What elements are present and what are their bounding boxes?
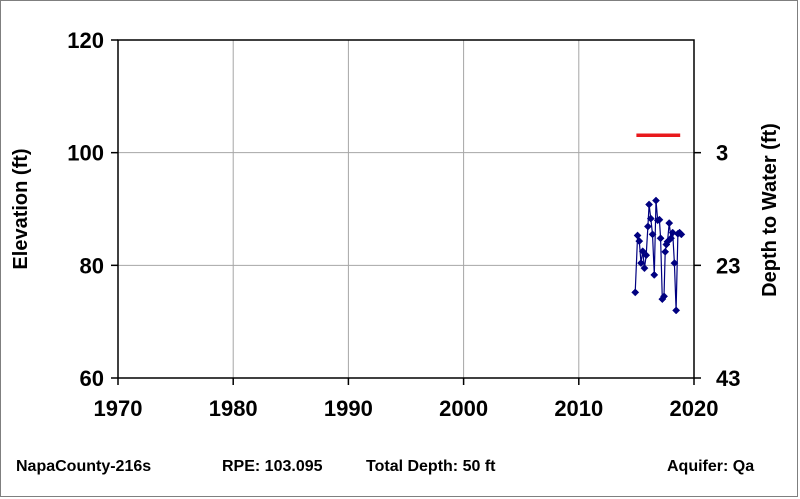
y-tick-label: 120 [67,28,104,53]
series-layer [631,133,686,315]
data-point [637,259,645,268]
tick-marks [111,39,701,385]
y-tick-label: 80 [80,253,104,278]
data-point [668,228,677,237]
y2-axis-label: Depth to Water (ft) [759,123,781,297]
grid-lines [117,39,695,379]
data-point [643,222,652,231]
footer-site-name: NapaCounty-216s [16,458,152,475]
data-point [660,292,669,301]
data-point [665,219,674,228]
data-point [672,306,681,315]
data-point [652,196,660,205]
footer-total-depth: Total Depth: 50 ft [366,458,496,475]
x-tick-label: 1980 [209,396,258,421]
x-tick-label: 1970 [94,396,143,421]
data-point [642,251,651,260]
y-tick-label: 60 [80,366,104,391]
y-axis-label: Elevation (ft) [10,148,32,269]
data-point [670,259,679,268]
x-tick-label: 2000 [439,396,488,421]
data-point [655,215,664,224]
footer-rpe: RPE: 103.095 [222,458,323,475]
y2-tick-label: 43 [716,366,740,391]
data-point [677,230,686,239]
y2-tick-label: 23 [716,253,740,278]
plot-area [117,39,695,379]
y2-tick-label: 3 [716,141,728,166]
data-point [661,247,670,256]
tick-labels: 1970 1980 1990 2000 2010 2020 60 80 100 120 3 23 43 [67,28,740,421]
data-point [640,264,649,273]
x-tick-label: 2020 [670,396,719,421]
data-point [635,237,644,246]
footer-aquifer: Aquifer: Qa [667,458,755,475]
data-point [646,214,655,223]
data-point [645,200,654,209]
data-point [656,234,665,243]
x-tick-label: 1990 [324,396,373,421]
y-tick-label: 100 [67,141,104,166]
x-tick-label: 2010 [554,396,603,421]
data-point [650,270,659,279]
data-point [648,230,657,239]
data-point [631,288,640,297]
